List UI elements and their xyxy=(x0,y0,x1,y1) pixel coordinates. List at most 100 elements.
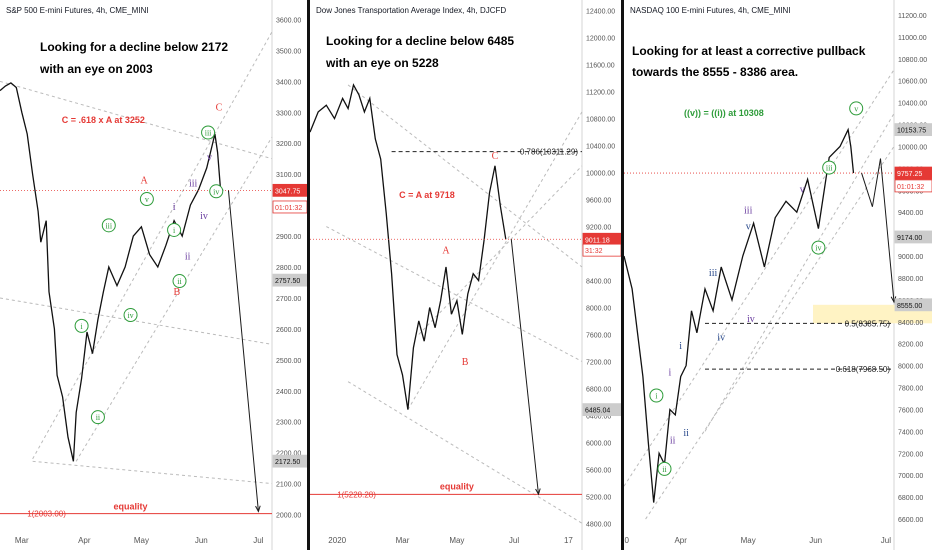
price-badge xyxy=(272,273,307,287)
price-badge-label: 9757.25 xyxy=(897,171,922,178)
trend-channel-line xyxy=(347,84,583,268)
price-badge xyxy=(272,200,307,214)
trend-channel-line xyxy=(347,381,583,524)
y-tick-label: 10400.00 xyxy=(898,101,927,108)
price-badge xyxy=(582,403,621,417)
panel-divider xyxy=(621,0,624,550)
x-tick-label: Mar xyxy=(15,536,29,545)
wave-label: iv xyxy=(200,211,208,222)
price-badge-label: 2757.50 xyxy=(275,278,300,285)
y-tick-label: 10400.00 xyxy=(586,144,615,151)
price-badge-label: 6485.04 xyxy=(585,408,610,415)
y-tick-label: 2200.00 xyxy=(276,451,301,458)
y-tick-label: 3200.00 xyxy=(276,141,301,148)
spx-chart-title: S&P 500 E-mini Futures, 4h, CME_MINI xyxy=(6,6,149,15)
wave-label: A xyxy=(141,175,149,186)
fib-level-label: 1(5228.28) xyxy=(337,490,376,499)
y-tick-label: 9400.00 xyxy=(898,210,923,217)
djt-note-line-2: with an eye on 5228 xyxy=(326,56,439,70)
y-tick-label: 6400.00 xyxy=(586,413,611,420)
wave-label-circle xyxy=(172,274,187,289)
y-tick-label: 5600.00 xyxy=(586,467,611,474)
price-badge-label: 3047.75 xyxy=(275,188,300,195)
wave-label: iii xyxy=(189,179,198,190)
price-badge-label: 01:01:32 xyxy=(275,205,302,212)
projection-arrow-segment xyxy=(510,239,539,495)
wave-label: B xyxy=(173,287,180,298)
wave-label: i xyxy=(173,226,176,235)
price-badge xyxy=(582,243,621,257)
chart-annotation: equality xyxy=(114,501,148,511)
spx-chart-panel: 1(2003.00) 2000.00 2100.00 2200.00 2300.00 24… xyxy=(0,0,307,550)
wave-label: B xyxy=(462,357,469,368)
y-tick-label: 6800.00 xyxy=(586,386,611,393)
price-series-line xyxy=(624,127,855,503)
y-tick-label: 6000.00 xyxy=(586,440,611,447)
projection-arrow-segment xyxy=(871,158,881,207)
y-tick-label: 2000.00 xyxy=(276,513,301,520)
x-tick-label: May xyxy=(449,536,464,545)
wave-label: v xyxy=(746,222,751,233)
x-tick-label: 17 xyxy=(564,536,573,545)
nq-chart-panel: 0.5(8385.75) 0.618(7968.50) 6600.00 6800.00… xyxy=(624,0,932,550)
projection-arrow-head xyxy=(890,296,897,304)
wave-label-circle xyxy=(74,318,89,333)
y-tick-label: 2600.00 xyxy=(276,327,301,334)
wave-label: iv xyxy=(717,332,725,343)
wave-label: iii xyxy=(826,164,833,173)
price-badge-label: 9174.00 xyxy=(897,235,922,242)
wave-label: i xyxy=(679,341,682,352)
price-badge xyxy=(272,454,307,468)
nq-chart-title: NASDAQ 100 E-mini Futures, 4h, CME_MINI xyxy=(630,6,791,15)
price-series-line xyxy=(310,83,507,410)
y-tick-label: 8800.00 xyxy=(898,276,923,283)
y-tick-label: 3100.00 xyxy=(276,172,301,179)
price-badge-label: 10153.75 xyxy=(897,128,926,135)
wave-label: ii xyxy=(185,251,191,262)
y-tick-label: 9200.00 xyxy=(586,225,611,232)
wave-label: ii xyxy=(96,413,101,422)
wave-label: iii xyxy=(744,205,753,216)
wave-label: i xyxy=(80,322,83,331)
wave-label-circle xyxy=(849,101,864,116)
price-badge xyxy=(894,298,932,312)
fib-level-label: 0.5(8385.75) xyxy=(845,319,891,328)
y-tick-label: 2800.00 xyxy=(276,265,301,272)
y-tick-label: 6800.00 xyxy=(898,495,923,502)
y-tick-label: 7200.00 xyxy=(898,451,923,458)
wave-label: ii xyxy=(683,428,689,439)
y-tick-label: 10800.00 xyxy=(586,117,615,124)
y-tick-label: 3400.00 xyxy=(276,79,301,86)
trend-channel-line xyxy=(32,460,273,485)
spx-note-line-1: Looking for a decline below 2172 xyxy=(40,40,229,54)
y-tick-label: 8000.00 xyxy=(898,364,923,371)
x-tick-label: 0 xyxy=(624,536,629,545)
price-badge-label: 31:32 xyxy=(585,248,603,255)
x-tick-label: Apr xyxy=(674,536,687,545)
wave-label: v xyxy=(207,152,212,163)
wave-label-circle xyxy=(123,308,138,323)
y-tick-label: 8400.00 xyxy=(898,320,923,327)
y-tick-label: 10000.00 xyxy=(898,144,927,151)
price-badge-label: 2172.50 xyxy=(275,459,300,466)
y-tick-label: 10800.00 xyxy=(898,57,927,64)
wave-label: ii xyxy=(177,277,182,286)
wave-label-circle xyxy=(811,240,826,255)
x-tick-label: May xyxy=(134,536,149,545)
x-tick-label: Apr xyxy=(78,536,91,545)
wave-label-circle xyxy=(209,184,224,199)
price-badge-label: 9011.18 xyxy=(585,237,610,244)
y-tick-label: 9600.00 xyxy=(586,198,611,205)
wave-label-circle xyxy=(139,192,154,207)
y-tick-label: 7600.00 xyxy=(898,407,923,414)
fib-level-label: 0.786(10311.29) xyxy=(520,148,578,157)
y-tick-label: 3300.00 xyxy=(276,110,301,117)
djt-chart-title: Dow Jones Transportation Average Index, … xyxy=(316,6,507,15)
projection-arrow-segment xyxy=(227,190,259,512)
trend-channel-line xyxy=(32,31,273,460)
trend-channel-line xyxy=(645,146,895,520)
wave-label: C xyxy=(492,151,499,162)
x-tick-label: Jun xyxy=(195,536,208,545)
y-tick-label: 8200.00 xyxy=(898,342,923,349)
y-tick-label: 11000.00 xyxy=(898,35,927,42)
